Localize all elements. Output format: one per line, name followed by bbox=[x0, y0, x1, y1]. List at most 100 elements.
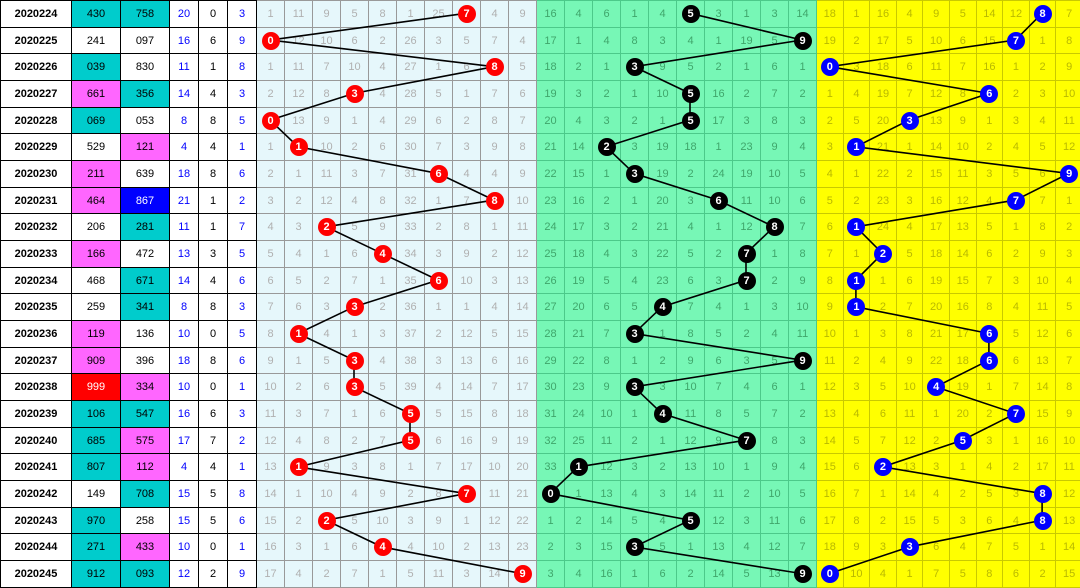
trend-cell: 23 bbox=[537, 187, 565, 214]
trend-cell: 1 bbox=[733, 294, 761, 321]
trend-cell: 8 bbox=[425, 481, 453, 508]
trend-cell: 10 bbox=[761, 161, 789, 188]
trend-cell: 6 bbox=[976, 321, 1003, 348]
trend-cell: 2 bbox=[453, 107, 481, 134]
data-cell: 2020242 bbox=[1, 481, 72, 508]
data-cell: 258 bbox=[121, 507, 170, 534]
data-cell: 2020226 bbox=[1, 54, 72, 81]
trend-cell: 25 bbox=[537, 241, 565, 268]
trend-cell: 5 bbox=[705, 321, 733, 348]
trend-cell: 17 bbox=[705, 107, 733, 134]
trend-cell: 0 bbox=[257, 107, 285, 134]
trend-ball: 0 bbox=[262, 112, 280, 130]
trend-cell: 12 bbox=[1003, 1, 1030, 28]
trend-cell: 9 bbox=[789, 561, 817, 588]
trend-cell: 3 bbox=[621, 534, 649, 561]
trend-cell: 3 bbox=[870, 534, 897, 561]
trend-cell: 9 bbox=[425, 507, 453, 534]
trend-ball: 3 bbox=[626, 58, 644, 76]
trend-cell: 2 bbox=[649, 454, 677, 481]
trend-cell: 11 bbox=[285, 1, 313, 28]
trend-cell: 2 bbox=[843, 27, 870, 54]
trend-cell: 16 bbox=[870, 1, 897, 28]
trend-cell: 6 bbox=[425, 161, 453, 188]
data-cell: 3 bbox=[228, 1, 257, 28]
trend-ball: 1 bbox=[847, 138, 865, 156]
data-cell: 6 bbox=[228, 347, 257, 374]
trend-cell: 18 bbox=[817, 1, 844, 28]
trend-cell: 3 bbox=[896, 187, 923, 214]
data-cell: 8 bbox=[170, 107, 199, 134]
trend-cell: 3 bbox=[733, 347, 761, 374]
trend-cell: 3 bbox=[453, 134, 481, 161]
trend-cell: 4 bbox=[677, 214, 705, 241]
trend-cell: 5 bbox=[761, 347, 789, 374]
data-cell: 999 bbox=[72, 374, 121, 401]
trend-cell: 32 bbox=[397, 187, 425, 214]
trend-ball: 5 bbox=[402, 432, 420, 450]
trend-ball: 8 bbox=[486, 58, 504, 76]
trend-cell: 1 bbox=[565, 481, 593, 508]
trend-cell: 4 bbox=[896, 214, 923, 241]
trend-cell: 16 bbox=[257, 534, 285, 561]
trend-cell: 13 bbox=[257, 454, 285, 481]
data-cell: 3 bbox=[228, 81, 257, 108]
trend-cell: 11 bbox=[425, 561, 453, 588]
data-cell: 14 bbox=[170, 267, 199, 294]
trend-cell: 9 bbox=[509, 161, 537, 188]
trend-ball: 0 bbox=[262, 32, 280, 50]
trend-cell: 5 bbox=[453, 27, 481, 54]
data-cell: 053 bbox=[121, 107, 170, 134]
trend-cell: 2 bbox=[677, 161, 705, 188]
data-cell: 2 bbox=[199, 561, 228, 588]
trend-ball: 8 bbox=[1034, 5, 1052, 23]
trend-cell: 1 bbox=[789, 54, 817, 81]
trend-cell: 3 bbox=[313, 294, 341, 321]
trend-cell: 7 bbox=[976, 534, 1003, 561]
trend-cell: 12 bbox=[313, 187, 341, 214]
trend-cell: 7 bbox=[789, 214, 817, 241]
data-cell: 8 bbox=[199, 161, 228, 188]
trend-cell: 3 bbox=[761, 1, 789, 28]
trend-cell: 6 bbox=[949, 27, 976, 54]
trend-cell: 7 bbox=[1029, 187, 1056, 214]
trend-cell: 1 bbox=[593, 54, 621, 81]
trend-cell: 9 bbox=[509, 1, 537, 28]
trend-cell: 6 bbox=[369, 401, 397, 428]
trend-cell: 8 bbox=[761, 214, 789, 241]
trend-cell: 4 bbox=[649, 1, 677, 28]
trend-cell: 1 bbox=[481, 214, 509, 241]
trend-cell: 5 bbox=[481, 321, 509, 348]
trend-cell: 8 bbox=[481, 107, 509, 134]
trend-cell: 7 bbox=[976, 267, 1003, 294]
trend-cell: 2 bbox=[313, 507, 341, 534]
trend-cell: 12 bbox=[1056, 481, 1080, 508]
trend-cell: 3 bbox=[621, 134, 649, 161]
trend-cell: 8 bbox=[976, 561, 1003, 588]
data-cell: 119 bbox=[72, 321, 121, 348]
trend-cell: 13 bbox=[896, 454, 923, 481]
trend-cell: 3 bbox=[705, 1, 733, 28]
trend-cell: 4 bbox=[565, 1, 593, 28]
trend-cell: 6 bbox=[593, 1, 621, 28]
trend-cell: 4 bbox=[565, 561, 593, 588]
trend-cell: 0 bbox=[817, 561, 844, 588]
trend-cell: 2 bbox=[565, 54, 593, 81]
trend-cell: 14 bbox=[789, 1, 817, 28]
data-cell: 8 bbox=[199, 294, 228, 321]
trend-cell: 10 bbox=[593, 401, 621, 428]
trend-cell: 1 bbox=[341, 321, 369, 348]
trend-cell: 11 bbox=[761, 507, 789, 534]
trend-cell: 17 bbox=[537, 27, 565, 54]
trend-ball: 5 bbox=[954, 432, 972, 450]
trend-cell: 7 bbox=[733, 241, 761, 268]
trend-cell: 4 bbox=[649, 507, 677, 534]
trend-cell: 2 bbox=[923, 427, 950, 454]
trend-cell: 1 bbox=[285, 347, 313, 374]
trend-cell: 1 bbox=[621, 187, 649, 214]
trend-cell: 19 bbox=[649, 134, 677, 161]
trend-ball: 0 bbox=[542, 485, 560, 503]
trend-cell: 6 bbox=[285, 294, 313, 321]
trend-cell: 7 bbox=[453, 1, 481, 28]
trend-cell: 9 bbox=[817, 294, 844, 321]
